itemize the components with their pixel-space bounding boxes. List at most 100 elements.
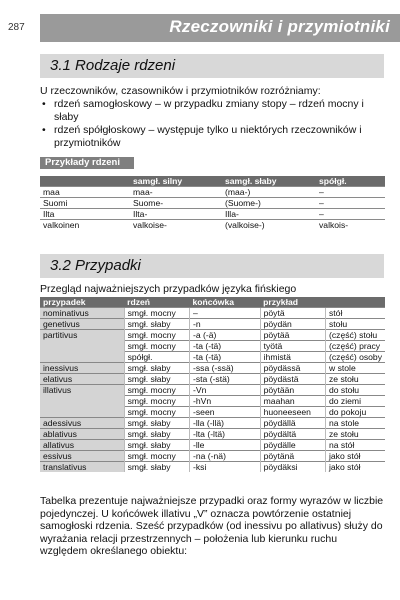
table-cell: jako stół (324, 461, 385, 472)
table-row: ablativus smgł. słaby -lta (-ltä) pöydältä z… (40, 428, 385, 440)
column-header (40, 176, 130, 187)
table-cell: allativus (40, 439, 125, 451)
column-header: spółgł. (316, 176, 385, 187)
table-cell: pöytänä (259, 450, 326, 462)
table-cell: pöytä (259, 307, 326, 319)
table-cell: ze stołu (324, 373, 385, 385)
column-header: rdzeń (124, 297, 190, 308)
table-cell: Illa- (222, 208, 316, 220)
table-cell: -a (-ä) (189, 329, 261, 341)
table-cell (40, 340, 125, 352)
table-cell: -Vn (189, 384, 261, 396)
table-cell: Suomi (40, 197, 130, 209)
table-cell: illativus (40, 384, 125, 396)
table-cell: partitivus (40, 329, 125, 341)
bullet-icon: • (42, 98, 46, 110)
table-cell: – (316, 186, 385, 198)
examples-label-text: Przykłady rdzeni (45, 157, 120, 168)
table-row: nominativus smgł. mocny – pöytä stół (40, 307, 385, 319)
table-cell: smgł. słaby (123, 417, 190, 429)
table-cell: valkois- (316, 219, 385, 230)
table-cell: smgł. mocny (123, 395, 190, 407)
table-row: translativus smgł. słaby -ksi pöydäksi jako … (40, 461, 385, 472)
chapter-title: Rzeczowniki i przymiotniki (169, 17, 390, 36)
table-cell: stołu (324, 318, 385, 330)
table-cell: elativus (40, 373, 125, 385)
table-cell: maa (40, 186, 130, 198)
table-cell: jako stół (324, 450, 385, 462)
table-cell: essivus (40, 450, 125, 462)
table-cell: translativus (40, 461, 125, 472)
table-cell: smgł. słaby (123, 318, 190, 330)
table-row: smgł. mocny -ta (-tä) työtä (część) pracy (40, 340, 385, 352)
table-cell: ablativus (40, 428, 125, 440)
table-cell: nominativus (40, 307, 125, 319)
section1-intro: U rzeczowników, czasowników i przymiotni… (40, 85, 321, 97)
bullet-icon: • (42, 124, 46, 136)
table-row: essivus smgł. mocny -na (-nä) pöytänä jako s… (40, 450, 385, 462)
column-header: końcówka (189, 297, 261, 308)
table-cell: (valkoise-) (222, 219, 316, 230)
table-cell: -hVn (189, 395, 261, 407)
table-cell: Suome- (130, 197, 222, 209)
table-cell: -seen (189, 406, 261, 418)
table-row: Ilta Ilta- Illa- – (40, 208, 385, 220)
table-cell: na stole (324, 417, 385, 429)
table-cell: – (316, 208, 385, 220)
table-cell: spółgł. (123, 351, 190, 363)
table-cell: smgł. mocny (123, 406, 190, 418)
table-row: smgł. mocny -seen huoneeseen do pokoju (40, 406, 385, 418)
section-title: 3.1 Rodzaje rdzeni (50, 57, 176, 74)
table-cell: pöytään (259, 384, 326, 396)
table-cell: genetivus (40, 318, 125, 330)
table-cell: -ta (-tä) (189, 351, 261, 363)
cases-table: przypadek rdzeń końcówka przykład nomina… (40, 297, 385, 472)
table-cell: – (316, 197, 385, 209)
page-number: 287 (8, 22, 25, 33)
table-cell: ihmistä (259, 351, 326, 363)
table-cell: na stół (324, 439, 385, 451)
table-cell: smgł. słaby (123, 439, 190, 451)
column-header: przypadek (40, 297, 125, 308)
table-cell: stół (324, 307, 385, 319)
table-row: inessivus smgł. słaby -ssa (-ssä) pöydässä w… (40, 362, 385, 374)
table-cell: smgł. mocny (123, 329, 190, 341)
bullet-text: rdzeń samogłoskowy – w przypadku zmiany … (54, 98, 364, 123)
table-header-row: przypadek rdzeń końcówka przykład (40, 297, 385, 308)
page-number-box: 287 (0, 14, 40, 42)
table-cell: smgł. mocny (123, 340, 190, 352)
table-cell: pöydälle (259, 439, 326, 451)
table-cell (40, 351, 125, 363)
table-row: Suomi Suome- (Suome-) – (40, 197, 385, 209)
table-row: partitivus smgł. mocny -a (-ä) pöytää (część… (40, 329, 385, 341)
table-cell (40, 395, 125, 407)
table-cell: pöydältä (259, 428, 326, 440)
table-cell: smgł. słaby (123, 428, 190, 440)
table-cell (40, 406, 125, 418)
table-cell: -sta (-stä) (189, 373, 261, 385)
table-row: spółgł. -ta (-tä) ihmistä (część) osoby (40, 351, 385, 363)
section-heading-3-2: 3.2 Przypadki (40, 254, 384, 278)
table-cell: huoneeseen (259, 406, 326, 418)
table-cell: (część) pracy (324, 340, 385, 352)
table-cell: maa- (130, 186, 222, 198)
table-cell: -lle (189, 439, 261, 451)
table-cell: smgł. słaby (123, 362, 190, 374)
table-cell: maahan (259, 395, 326, 407)
table-header-row: samgł. silny samgł. słaby spółgł. (40, 176, 385, 187)
section-title: 3.2 Przypadki (50, 257, 141, 274)
table-cell: -lla (-llä) (189, 417, 261, 429)
table-row: valkoinen valkoise- (valkoise-) valkois- (40, 219, 385, 230)
table-cell: valkoise- (130, 219, 222, 230)
table-cell: -ta (-tä) (189, 340, 261, 352)
table-cell: pöytää (259, 329, 326, 341)
table-cell: ze stołu (324, 428, 385, 440)
table-cell: pöydällä (259, 417, 326, 429)
table-cell: do pokoju (324, 406, 385, 418)
table-cell: Ilta- (130, 208, 222, 220)
header-band (40, 14, 400, 42)
table-cell: valkoinen (40, 219, 130, 230)
table-cell: työtä (259, 340, 326, 352)
table-cell: pöydäksi (259, 461, 326, 472)
explanation-paragraph: Tabelka prezentuje najważniejsze przypad… (40, 495, 384, 557)
